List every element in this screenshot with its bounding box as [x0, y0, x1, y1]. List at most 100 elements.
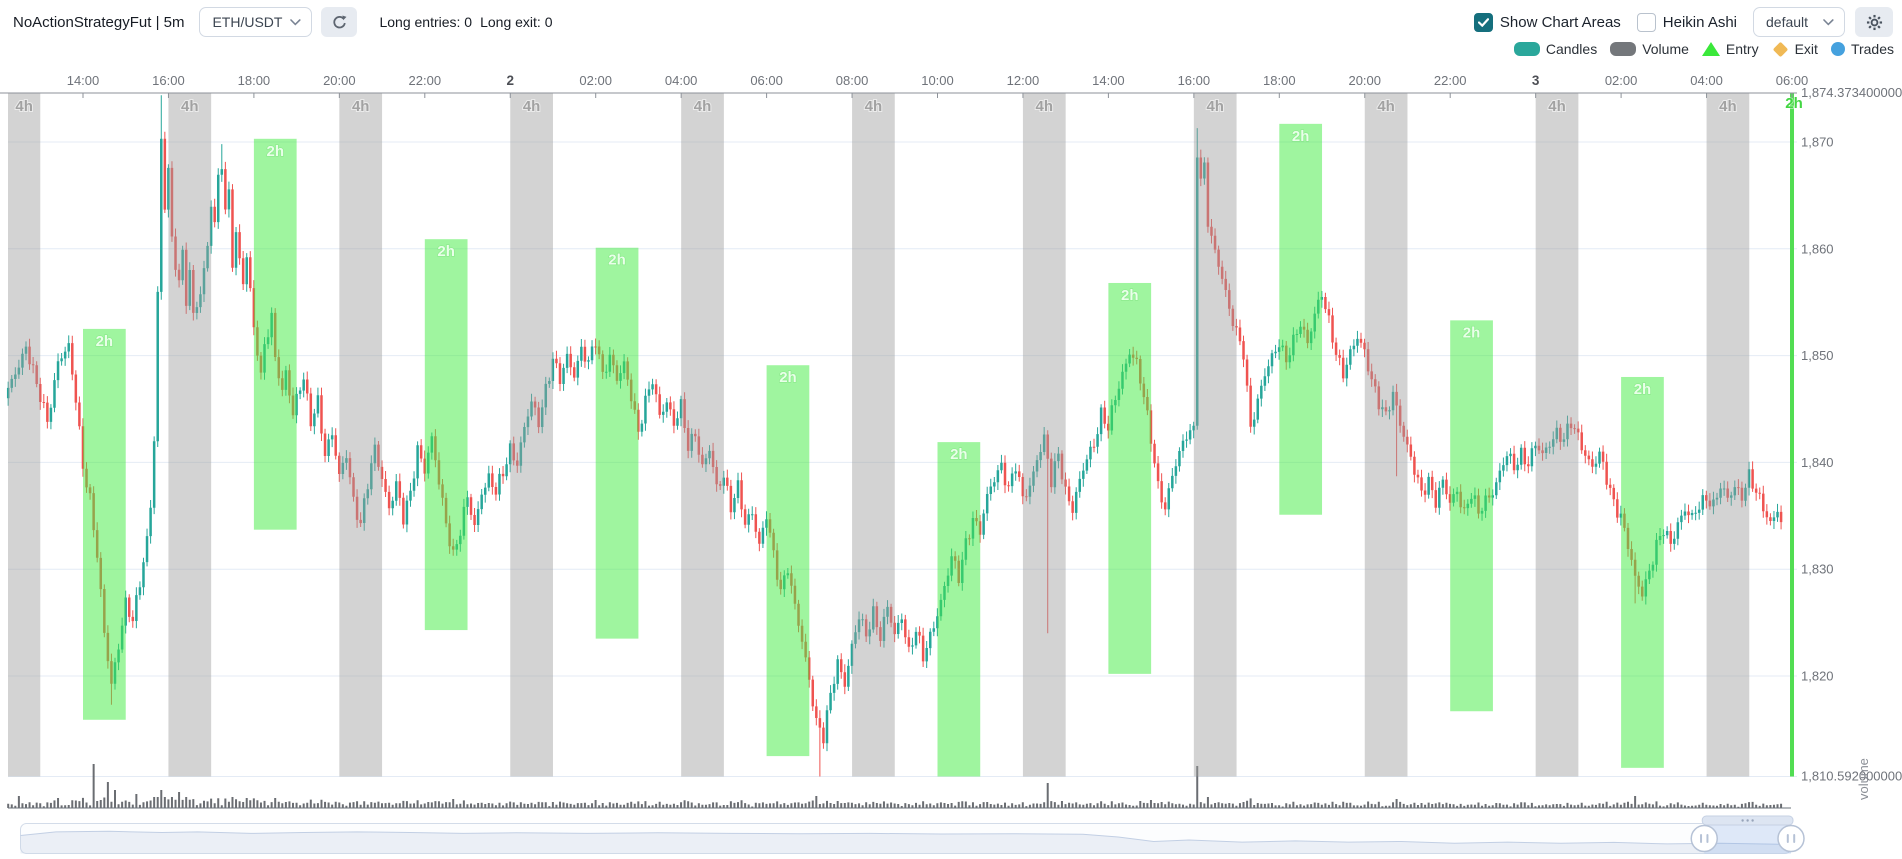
strategy-title: NoActionStrategyFut | 5m: [13, 13, 185, 31]
chart-area-4h: [1193, 93, 1237, 777]
chart-area-2h: [1621, 376, 1664, 768]
legend-item-trades[interactable]: Trades: [1830, 41, 1894, 57]
time-tick-label: 18:00: [238, 73, 271, 88]
pause-bars-icon: [1786, 834, 1789, 843]
area-label-4h: 4h: [1036, 98, 1054, 115]
volume-axis-label: volume: [1856, 758, 1871, 800]
time-tick-label: 18:00: [1263, 73, 1296, 88]
long-exit-count: Long exit: 0: [480, 14, 553, 30]
legend-item-exit[interactable]: Exit: [1772, 41, 1818, 57]
chart-area-4h: [168, 93, 212, 777]
area-label-4h: 4h: [181, 98, 199, 115]
price-min-label: 1,810.592000000: [1801, 769, 1902, 784]
price-tick-label: 1,830: [1801, 562, 1834, 577]
area-label-4h: 4h: [1548, 98, 1566, 115]
price-tick-label: 1,840: [1801, 455, 1834, 470]
time-tick-label: 20:00: [1348, 73, 1381, 88]
pair-select[interactable]: ETH/USDT: [199, 7, 313, 37]
heikin-ashi-label[interactable]: Heikin Ashi: [1662, 13, 1737, 31]
check-icon: [1477, 17, 1489, 27]
area-label-2h: 2h: [1121, 287, 1139, 304]
chart-area-2h: [83, 328, 126, 720]
area-label-4h: 4h: [15, 98, 33, 115]
legend-item-candles[interactable]: Candles: [1513, 41, 1597, 57]
time-tick-label: 16:00: [152, 73, 185, 88]
time-tick-label: 02:00: [1605, 73, 1638, 88]
price-max-label: 1,874.373400000: [1801, 85, 1902, 100]
settings-button[interactable]: [1855, 7, 1893, 37]
chevron-down-icon: [1823, 18, 1834, 26]
price-tick-label: 1,860: [1801, 241, 1834, 256]
legend-item-volume[interactable]: Volume: [1610, 41, 1689, 57]
price-tick-label: 1,870: [1801, 135, 1834, 150]
legend-label: Exit: [1794, 41, 1818, 57]
area-label-2h: 2h: [267, 143, 285, 160]
legend-label: Trades: [1850, 41, 1894, 57]
area-label-4h: 4h: [694, 98, 712, 115]
area-label-2h: 2h: [96, 333, 114, 350]
chart-area-4h: [1535, 93, 1579, 777]
entry-swatch-triangle-icon: [1701, 42, 1720, 56]
chart-area-2h: [766, 365, 810, 757]
volume-swatch-pill-icon: [1610, 42, 1637, 56]
time-tick-label: 10:00: [921, 73, 954, 88]
heikin-ashi-checkbox[interactable]: [1636, 12, 1656, 32]
chart-area-2h: [937, 442, 981, 777]
chart-area-4h: [1706, 93, 1750, 777]
time-tick-label: 20:00: [323, 73, 356, 88]
chart-area-4h: [681, 93, 724, 777]
pair-select-value: ETH/USDT: [212, 14, 283, 30]
area-label-2h: 2h: [1463, 324, 1481, 341]
datazoom-shadow-line: [20, 830, 1792, 845]
datazoom-window[interactable]: [1704, 823, 1791, 854]
area-label-2h: 2h: [608, 252, 626, 269]
time-tick-label: 06:00: [750, 73, 783, 88]
chart-options-group: Show Chart Areas Heikin Ashi default: [1473, 7, 1902, 37]
area-label-2h: 2h: [1634, 381, 1652, 398]
time-tick-label: 2: [506, 73, 514, 88]
time-tick-label: 22:00: [409, 73, 442, 88]
chart-area-4h: [339, 93, 383, 777]
chart-area-2h: [253, 138, 297, 530]
time-tick-label: 3: [1532, 73, 1540, 88]
show-chart-areas-checkbox[interactable]: [1473, 12, 1493, 32]
chart-area-4h: [1022, 93, 1066, 777]
chart-area-4h: [8, 93, 41, 777]
area-label-4h: 4h: [1206, 98, 1224, 115]
datazoom-shadow-area: [20, 831, 1791, 854]
legend-label: Volume: [1642, 41, 1689, 57]
datazoom-handle-left[interactable]: [1690, 824, 1718, 853]
legend-item-entry[interactable]: Entry: [1701, 41, 1759, 57]
time-tick-label: 06:00: [1776, 73, 1809, 88]
area-label-2h: 2h: [1292, 128, 1310, 145]
chart-area-2h: [1450, 320, 1493, 712]
area-label-2h: 2h: [779, 369, 797, 386]
time-tick-label: 22:00: [1434, 73, 1467, 88]
time-tick-label: 14:00: [1092, 73, 1125, 88]
chart-legend: Candles Volume Entry Exit Trades: [1501, 39, 1894, 59]
price-tick-label: 1,850: [1801, 348, 1834, 363]
long-entries-count: Long entries: 0: [379, 14, 473, 30]
chart-area-2h: [424, 239, 468, 631]
time-tick-label: 16:00: [1178, 73, 1211, 88]
time-tick-label: 04:00: [1690, 73, 1723, 88]
time-tick-label: 14:00: [67, 73, 100, 88]
pause-bars-icon: [1706, 834, 1709, 843]
show-chart-areas-label[interactable]: Show Chart Areas: [1499, 13, 1621, 31]
chart-area-2h: [1108, 282, 1152, 674]
time-tick-label: 02:00: [579, 73, 612, 88]
pause-bars-icon: [1700, 834, 1703, 843]
plot-config-select[interactable]: default: [1753, 7, 1845, 37]
chart-area-4h: [852, 93, 895, 777]
candle-bodies-down: [28, 138, 1783, 744]
datazoom-tab-dots: [1741, 819, 1744, 822]
gear-icon: [1866, 14, 1882, 30]
refresh-icon: [333, 15, 347, 28]
area-label-4h: 4h: [865, 98, 883, 115]
datazoom-handle-right[interactable]: [1777, 824, 1805, 853]
time-tick-label: 04:00: [665, 73, 698, 88]
refresh-button[interactable]: [321, 7, 358, 37]
price-tick-label: 1,820: [1801, 669, 1834, 684]
